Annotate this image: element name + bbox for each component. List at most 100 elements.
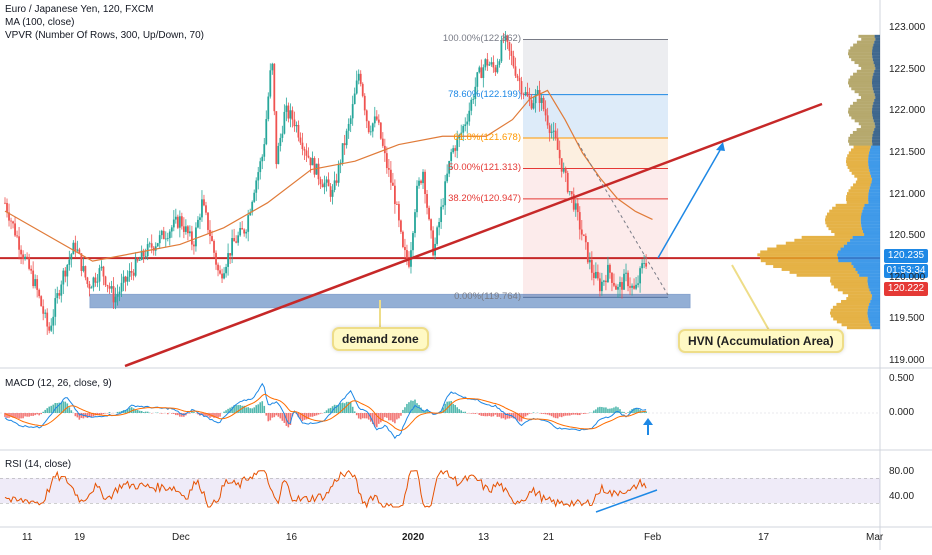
- candle-body: [145, 256, 147, 257]
- candle-body: [635, 285, 637, 289]
- candle-body: [617, 287, 619, 290]
- candle-body: [195, 227, 197, 246]
- candle-body: [585, 236, 587, 242]
- volume-profile-bar: [868, 192, 880, 195]
- volume-profile-bar: [868, 285, 880, 288]
- volume-profile-bar: [861, 215, 880, 218]
- macd-histogram-bar: [561, 413, 563, 417]
- candle-body: [348, 124, 350, 131]
- fib-label: 100.00%(122.862): [443, 32, 521, 45]
- candle-body: [205, 205, 207, 212]
- candle-body: [32, 271, 34, 286]
- candle-body: [334, 180, 336, 189]
- candle-body: [597, 272, 599, 278]
- candle-body: [478, 67, 480, 72]
- macd-histogram-bar: [145, 412, 147, 413]
- volume-profile-bar: [851, 116, 872, 119]
- macd-histogram-bar: [69, 407, 71, 413]
- candle-body: [117, 294, 119, 297]
- candle-body: [314, 158, 316, 175]
- candle-body: [243, 229, 245, 233]
- price-tick-label: 119.500: [889, 313, 924, 324]
- macd-histogram-bar: [261, 401, 263, 413]
- candle-body: [28, 257, 30, 269]
- candle-body: [533, 103, 535, 108]
- volume-profile-bar: [848, 140, 872, 143]
- volume-profile-bar: [853, 102, 873, 105]
- macd-histogram-bar: [394, 413, 396, 423]
- candle-body: [167, 238, 169, 239]
- candle-body: [95, 277, 97, 282]
- candle-body: [428, 208, 430, 219]
- volume-profile-bar: [872, 294, 880, 297]
- volume-profile-bar: [871, 175, 880, 178]
- volume-profile-bar: [831, 309, 868, 312]
- volume-profile-bar: [861, 96, 875, 99]
- macd-histogram-bar: [418, 405, 420, 413]
- candle-body: [261, 157, 263, 162]
- candle-body: [149, 243, 151, 244]
- macd-histogram-bar: [193, 412, 195, 413]
- macd-histogram-bar: [177, 413, 179, 415]
- volume-profile-bar: [870, 148, 880, 151]
- candle-body: [324, 183, 326, 188]
- macd-tick-label: 0.500: [889, 373, 914, 384]
- macd-histogram-bar: [219, 413, 221, 417]
- candle-body: [269, 70, 271, 96]
- macd-histogram-bar: [472, 413, 474, 414]
- candle-body: [38, 290, 40, 296]
- price-tick-label: 120.500: [889, 230, 925, 241]
- volume-profile-bar: [767, 248, 840, 251]
- candle-body: [525, 92, 527, 94]
- macd-histogram-bar: [382, 413, 384, 420]
- candle-body: [416, 186, 418, 212]
- candle-body: [211, 236, 213, 241]
- macd-histogram-bar: [34, 413, 36, 415]
- volume-profile-bar: [851, 186, 870, 189]
- candle-body: [464, 124, 466, 126]
- macd-histogram-bar: [605, 407, 607, 413]
- candle-body: [101, 267, 103, 268]
- candle-body: [133, 273, 135, 276]
- time-tick-label: 19: [74, 532, 85, 543]
- candle-body: [444, 181, 446, 205]
- candle-body: [221, 274, 223, 279]
- volume-profile-bar: [874, 61, 880, 64]
- time-tick-label: Feb: [644, 532, 661, 543]
- macd-histogram-bar: [161, 413, 163, 414]
- macd-histogram-bar: [545, 413, 547, 414]
- candle-body: [279, 138, 281, 146]
- candle-body: [581, 230, 583, 235]
- macd-histogram-bar: [497, 413, 499, 417]
- volume-profile-bar: [861, 67, 875, 70]
- candle-body: [183, 226, 185, 232]
- macd-histogram-bar: [241, 406, 243, 413]
- candle-body: [330, 186, 332, 197]
- candle-body: [161, 231, 163, 235]
- candle-body: [304, 149, 306, 150]
- candle-body: [18, 236, 20, 249]
- candle-body: [350, 118, 352, 124]
- macd-histogram-bar: [350, 402, 352, 413]
- candle-body: [137, 259, 139, 261]
- volume-profile-bar: [871, 291, 880, 294]
- macd-histogram-bar: [489, 413, 491, 416]
- fib-label: 50.00%(121.313): [448, 161, 521, 174]
- candle-body: [452, 148, 454, 152]
- candle-body: [527, 92, 529, 96]
- macd-histogram-bar: [601, 407, 603, 413]
- candle-body: [561, 158, 563, 171]
- candle-body: [52, 317, 54, 326]
- candle-body: [326, 179, 328, 182]
- macd-histogram-bar: [249, 408, 251, 413]
- candle-body: [589, 260, 591, 262]
- candle-body: [555, 131, 557, 139]
- volume-profile-bar: [859, 64, 875, 67]
- macd-histogram-bar: [137, 410, 139, 413]
- candle-body: [378, 120, 380, 123]
- candle-body: [438, 222, 440, 227]
- volume-profile-bar: [872, 108, 880, 111]
- macd-histogram-bar: [276, 413, 278, 415]
- macd-histogram-bar: [529, 413, 531, 414]
